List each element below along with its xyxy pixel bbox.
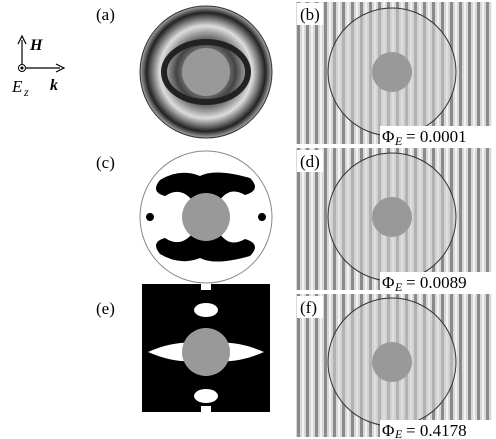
k-label: k	[50, 77, 58, 94]
h-arrow-head	[17, 34, 27, 45]
e-label: E	[11, 77, 23, 96]
panel-d	[296, 148, 492, 290]
panel-a-ring	[161, 39, 251, 105]
panel-label: (b)	[300, 5, 320, 24]
result-bg	[380, 126, 492, 144]
phi-symbol: Φ	[382, 421, 394, 439]
panel-c-core	[182, 193, 230, 241]
phi-sub: E	[394, 280, 403, 294]
label-bg	[297, 150, 323, 172]
phi-value: = 0.0001	[406, 127, 467, 146]
panel-e-core	[182, 328, 230, 376]
e-sub: z	[23, 85, 29, 99]
label-bg	[297, 3, 323, 25]
phi-sub: E	[394, 427, 403, 439]
result-bg	[380, 272, 492, 290]
label-bg	[297, 296, 323, 318]
panel-a-core	[182, 48, 230, 96]
panel-b	[296, 2, 492, 144]
panel-c-blobs	[146, 172, 266, 262]
panel-label: (f)	[300, 298, 317, 317]
phi-value: = 0.4178	[406, 421, 467, 439]
panel-label: (d)	[300, 152, 320, 171]
phi-value: = 0.0089	[406, 273, 467, 292]
phi-symbol: Φ	[382, 127, 394, 146]
h-label: H	[29, 37, 43, 54]
phi-symbol: Φ	[382, 273, 394, 292]
panel-label: (a)	[96, 5, 115, 24]
result-bg	[380, 420, 492, 438]
panel-label: (e)	[96, 299, 115, 318]
phi-sub: E	[394, 134, 403, 148]
panel-label: (c)	[96, 153, 115, 172]
legend-icon	[17, 34, 66, 73]
k-arrow-head	[55, 63, 66, 73]
e-field-dot	[20, 66, 24, 70]
panel-f	[296, 294, 492, 437]
